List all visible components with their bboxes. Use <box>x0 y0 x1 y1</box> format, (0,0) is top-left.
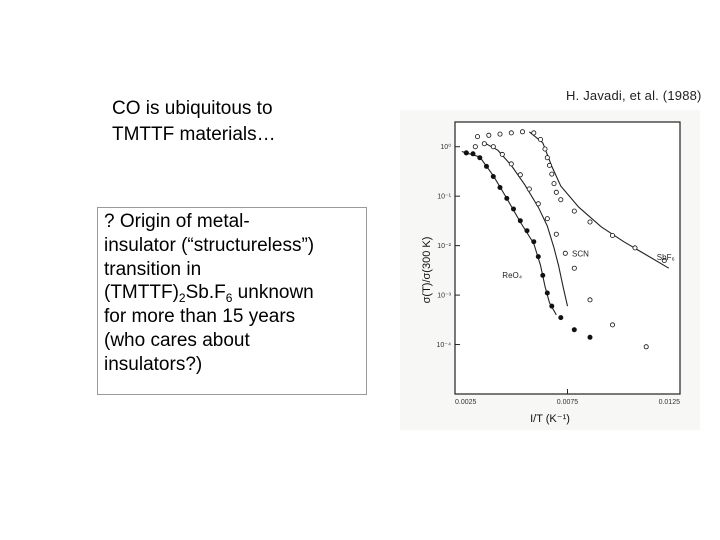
data-point <box>551 181 557 187</box>
x-tick-label: 0.0025 <box>455 399 477 406</box>
data-point <box>497 185 503 191</box>
data-point <box>504 195 510 201</box>
data-point <box>558 197 564 203</box>
data-point <box>470 151 476 157</box>
data-point <box>587 334 593 340</box>
data-point <box>517 218 523 224</box>
citation: H. Javadi, et al. (1988) <box>566 88 702 103</box>
box-line-1: ? Origin of metal- <box>104 211 250 232</box>
data-point <box>587 297 593 303</box>
data-point <box>661 257 667 263</box>
data-point <box>553 189 559 195</box>
data-point <box>484 163 490 169</box>
box-line-7: insulators?) <box>104 353 203 375</box>
formula-subscript-2: 6 <box>225 291 233 306</box>
question-box: ? Origin of metal- insulator (“structure… <box>97 207 367 395</box>
data-point <box>508 161 514 167</box>
data-point <box>497 131 503 137</box>
data-point <box>571 327 577 333</box>
data-point <box>511 206 517 212</box>
y-tick-label: 10⁰ <box>440 143 451 151</box>
data-point <box>481 141 487 147</box>
box-line-4: (TMTTF)2Sb.F6 unknown <box>104 281 360 305</box>
formula-subscript-1: 2 <box>178 291 186 306</box>
x-tick-label: 0.0125 <box>659 399 681 406</box>
data-point <box>524 228 530 234</box>
data-point <box>571 208 577 214</box>
conductivity-figure: 10⁰ 10⁻¹ 10⁻² 10⁻³ 10⁻⁴ 0.0025 0.0075 0.0125 S… <box>400 110 700 430</box>
data-point <box>535 201 541 207</box>
conductivity-chart: 10⁰ 10⁻¹ 10⁻² 10⁻³ 10⁻⁴ 0.0025 0.0075 0.0125 S… <box>421 121 681 425</box>
data-point <box>632 245 638 251</box>
formula-part-2: Sb.F <box>185 282 226 304</box>
data-point <box>643 344 649 350</box>
box-line-2: insulator (“structureless”) <box>104 234 315 256</box>
data-point <box>544 216 550 222</box>
y-tick-label: 10⁻¹ <box>437 194 451 201</box>
data-point <box>544 290 550 296</box>
data-point <box>508 130 514 136</box>
data-point <box>490 174 496 180</box>
data-point <box>531 130 537 136</box>
formula-part-1: (TMTTF) <box>104 282 179 304</box>
data-point <box>558 315 564 321</box>
data-point <box>571 265 577 271</box>
y-tick-label: 10⁻⁴ <box>437 342 452 349</box>
data-point <box>609 322 615 328</box>
y-tick-label: 10⁻² <box>437 243 451 250</box>
formula-part-3: unknown <box>232 282 314 304</box>
data-point <box>472 144 478 150</box>
data-point <box>546 162 552 168</box>
data-point <box>535 254 541 260</box>
data-point <box>562 250 568 256</box>
series-label: SCN <box>572 250 589 259</box>
y-axis-label: σ(T)/σ(300 K) <box>421 237 433 304</box>
y-tick-label: 10⁻³ <box>437 293 451 300</box>
data-point <box>520 129 526 135</box>
box-line-3: transition in <box>104 258 202 280</box>
plot-frame <box>454 121 681 395</box>
data-point <box>537 136 543 142</box>
intro-line-2: TMTTF materials… <box>112 124 276 145</box>
series-fit-line <box>484 142 569 307</box>
data-point <box>486 132 492 138</box>
data-point <box>549 303 555 309</box>
data-point <box>544 155 550 161</box>
data-point <box>549 171 555 177</box>
data-point <box>499 151 505 157</box>
box-line-6: (who cares about <box>104 329 250 351</box>
data-point <box>517 172 523 178</box>
data-point <box>477 155 483 161</box>
data-point <box>540 272 546 278</box>
data-point <box>553 231 559 237</box>
box-line-5: for more than 15 years <box>104 306 296 328</box>
data-point <box>463 150 469 156</box>
data-point <box>531 239 537 245</box>
data-point <box>526 186 532 192</box>
series-label: SbF₆ <box>657 253 675 262</box>
x-tick-label: 0.0075 <box>557 399 579 406</box>
x-axis-label: I/T (K⁻¹) <box>530 413 570 425</box>
data-point <box>587 219 593 225</box>
data-point <box>609 233 615 239</box>
data-point <box>542 146 548 152</box>
data-point <box>475 134 481 140</box>
intro-line-1: CO is ubiquitous to <box>112 98 273 119</box>
data-point <box>490 144 496 150</box>
series-label: ReO₄ <box>502 271 522 280</box>
intro-text: CO is ubiquitous to TMTTF materials… <box>112 96 372 148</box>
